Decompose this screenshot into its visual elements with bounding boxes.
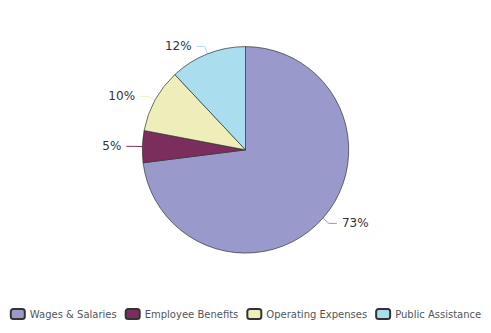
svg-text:5%: 5% [102,139,121,153]
svg-text:Operating Expenses: Operating Expenses [266,309,367,320]
svg-text:Wages & Salaries: Wages & Salaries [30,309,117,320]
svg-text:Public Assistance: Public Assistance [395,309,481,320]
svg-text:10%: 10% [108,89,135,103]
svg-text:Employee Benefits: Employee Benefits [145,309,239,320]
svg-text:12%: 12% [165,39,192,53]
svg-text:73%: 73% [342,216,369,230]
